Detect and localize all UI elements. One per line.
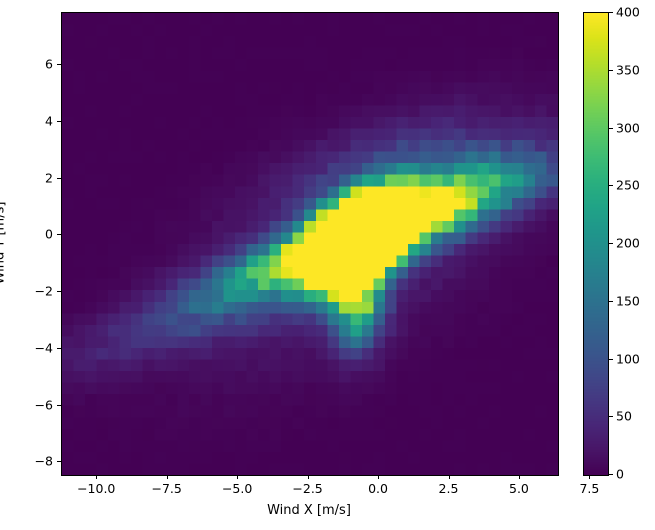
x-tick-mark: [96, 475, 98, 479]
x-tick-label: −7.5: [151, 481, 182, 496]
y-tick-label: −4: [34, 340, 53, 356]
y-tick-mark: [57, 461, 61, 463]
y-tick-label: 6: [45, 56, 53, 72]
colorbar-tick-mark: [609, 69, 613, 71]
y-tick-mark: [57, 404, 61, 406]
x-tick-label: 2.5: [438, 481, 459, 496]
colorbar-tick-mark: [609, 12, 613, 13]
y-axis-label: Wind Y [m/s]: [0, 201, 8, 285]
colorbar-tick-label: 150: [616, 293, 640, 309]
colorbar-tick-label: 200: [616, 235, 640, 251]
colorbar-tick-label: 0: [616, 466, 624, 482]
y-tick-label: −2: [34, 283, 53, 299]
colorbar-tick-mark: [609, 358, 613, 360]
wind-joint-histogram-image: [62, 13, 558, 475]
colorbar-tick-mark: [609, 474, 613, 475]
x-tick-label: −5.0: [221, 481, 253, 496]
x-tick-mark: [448, 475, 450, 479]
colorbar-tick-label: 350: [616, 62, 640, 78]
colorbar-tick-label: 100: [616, 351, 640, 366]
x-tick-label: 7.5: [579, 481, 600, 496]
x-tick-label: −10.0: [77, 481, 116, 496]
x-tick-mark: [378, 475, 380, 479]
x-tick-mark: [589, 475, 591, 479]
y-tick-mark: [57, 291, 61, 293]
y-tick-label: −8: [34, 453, 53, 469]
colorbar-tick-mark: [609, 300, 613, 302]
x-axis-label: Wind X [m/s]: [267, 503, 351, 518]
x-tick-mark: [166, 475, 168, 479]
x-tick-label: −2.5: [292, 481, 323, 496]
y-tick-label: 4: [45, 113, 53, 129]
y-tick-label: 0: [45, 226, 53, 242]
x-tick-mark: [307, 475, 309, 479]
y-tick-mark: [57, 64, 61, 66]
colorbar-tick-label: 300: [616, 120, 640, 135]
colorbar-tick-mark: [609, 416, 613, 418]
colorbar-axes[interactable]: [583, 12, 609, 476]
x-tick-label: 5.0: [509, 481, 529, 496]
y-tick-mark: [57, 347, 61, 349]
y-tick-mark: [57, 177, 61, 179]
heatmap-axes[interactable]: [61, 12, 559, 476]
colorbar-tick-mark: [609, 185, 613, 187]
colorbar-tick-mark: [609, 243, 613, 244]
y-tick-label: −6: [34, 397, 53, 413]
x-tick-mark: [237, 475, 239, 479]
colorbar-tick-label: 250: [616, 177, 640, 193]
colorbar-tick-label: 50: [616, 408, 632, 424]
x-tick-label: 0.0: [368, 481, 388, 496]
x-tick-mark: [518, 475, 520, 479]
colorbar-tick-mark: [609, 127, 613, 129]
colorbar-tick-label: 400: [616, 4, 640, 20]
colorbar-gradient: [584, 13, 608, 475]
y-tick-label: 2: [45, 170, 53, 186]
y-tick-mark: [57, 121, 61, 123]
y-tick-mark: [57, 234, 61, 236]
